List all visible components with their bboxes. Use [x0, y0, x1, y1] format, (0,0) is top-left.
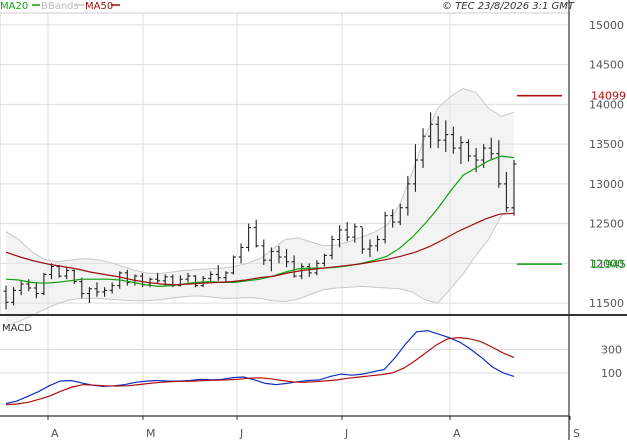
ohlc-bar	[503, 171, 509, 212]
macd-pane	[5, 329, 515, 406]
ohlc-bar	[488, 137, 494, 161]
ohlc-bar	[246, 223, 252, 252]
ohlc-bar	[352, 223, 358, 243]
y-tick-label: 13500	[589, 138, 624, 151]
x-tick-label: A	[51, 427, 59, 440]
ohlc-bar	[405, 175, 411, 216]
ohlc-bar	[94, 282, 100, 297]
legend-bbands: BBands	[41, 1, 79, 12]
ohlc-bar	[79, 277, 85, 299]
y-tick-label: 15000	[589, 19, 624, 32]
y-tick-label: 12500	[589, 218, 624, 231]
legend: MA20 BBands MA50	[0, 1, 120, 12]
ohlc-bar	[26, 279, 32, 292]
ohlc-bar	[375, 235, 381, 252]
price-level-label: 14099	[591, 90, 626, 103]
ohlc-bar	[223, 271, 229, 282]
ohlc-bar	[48, 263, 54, 280]
x-tick-label: J	[344, 427, 348, 440]
ohlc-bar	[56, 264, 62, 278]
ohlc-bar	[41, 272, 47, 296]
macd-line	[5, 329, 515, 404]
signal-line	[5, 336, 515, 406]
ohlc-bar	[268, 247, 274, 272]
ohlc-bar	[390, 209, 396, 228]
ohlc-bar	[397, 203, 403, 226]
ohlc-bar	[466, 139, 472, 162]
ma50-line	[5, 212, 515, 286]
ohlc-bar	[215, 264, 221, 281]
bbands-fill	[6, 88, 514, 327]
ohlc-bar	[33, 282, 39, 299]
legend-ma50: MA50	[85, 1, 113, 12]
ohlc-bar	[86, 287, 92, 304]
ohlc-bar	[420, 128, 426, 168]
x-tick-label: A	[453, 427, 461, 440]
ohlc-bar	[321, 253, 327, 267]
macd-y-tick-label: 300	[601, 343, 622, 356]
ohlc-bar	[230, 255, 236, 275]
ohlc-bar	[344, 222, 350, 242]
y-tick-label: 13000	[589, 178, 624, 191]
ohlc-bar	[382, 211, 388, 244]
ohlc-bar	[238, 243, 244, 264]
ohlc-bar	[291, 255, 297, 278]
ohlc-bar	[276, 245, 282, 264]
ohlc-bar	[3, 285, 9, 310]
ohlc-bar	[412, 144, 418, 192]
ohlc-bar	[155, 272, 161, 285]
y-axis-ticks: 11500 12000 12500 13000 13500 14000 14500 15000…	[589, 19, 624, 380]
x-tick-label: S	[573, 427, 580, 440]
ma20-line	[5, 155, 515, 288]
ohlc-bar	[102, 287, 108, 297]
ohlc-bar	[253, 219, 259, 248]
ohlc-bar	[496, 140, 502, 188]
ohlc-bar	[458, 136, 464, 164]
ohlc-bar	[367, 239, 373, 257]
ohlc-bar	[261, 239, 267, 265]
y-tick-label: 12000	[589, 257, 624, 270]
ohlc-bar	[299, 263, 305, 280]
ohlc-bar	[359, 226, 365, 254]
ohlc-bar	[428, 112, 434, 149]
price-annotations: 14099 11945	[517, 90, 626, 271]
y-tick-label: 11500	[589, 297, 624, 310]
macd-pane-title: MACD	[2, 323, 32, 334]
price-level-label: 11945	[591, 258, 626, 271]
ohlc-bar	[109, 282, 115, 294]
legend-ma20: MA20	[0, 1, 28, 12]
ohlc-bar	[435, 116, 441, 149]
ohlc-bar	[329, 235, 335, 260]
ohlc-bar	[450, 126, 456, 154]
bbands-upper-line	[5, 87, 515, 275]
ohlc-bar	[337, 225, 343, 248]
ohlc-bar	[511, 160, 517, 216]
copyright-timestamp: © TEC 23/8/2026 3:1 GMT	[442, 1, 575, 12]
ohlc-bar	[443, 120, 449, 153]
y-tick-label: 14500	[589, 59, 624, 72]
ohlc-bar	[124, 269, 130, 286]
ohlc-bar	[64, 267, 70, 280]
ohlc-bar	[11, 287, 17, 306]
ohlc-bar	[193, 275, 199, 288]
ohlc-bar	[208, 271, 214, 283]
price-pane	[3, 87, 517, 328]
x-tick-label: M	[146, 427, 156, 440]
ohlc-bar	[284, 249, 290, 268]
x-tick-label: J	[239, 427, 243, 440]
bbands-lower-line	[5, 207, 515, 328]
ohlc-bar	[71, 269, 77, 285]
ohlc-bar	[18, 280, 24, 296]
ohlc-bar	[185, 272, 191, 283]
macd-y-tick-label: 100	[601, 367, 622, 380]
y-tick-label: 14000	[589, 98, 624, 111]
